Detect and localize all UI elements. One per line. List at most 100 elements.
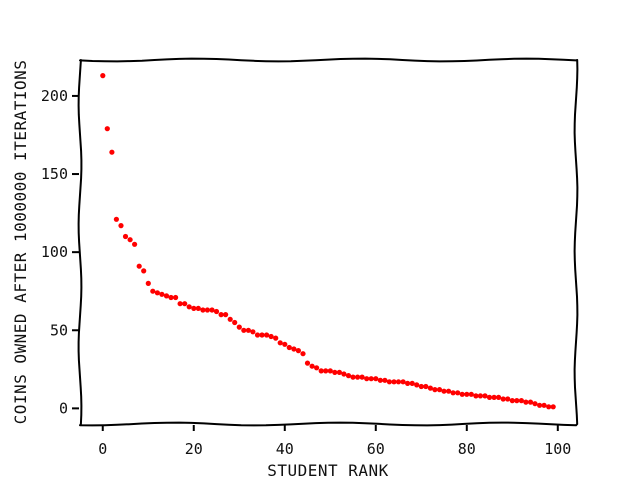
data-point: [400, 379, 406, 385]
data-point: [236, 324, 242, 330]
y-tick-label: 200: [41, 87, 68, 105]
data-point: [423, 383, 429, 390]
data-point: [514, 398, 520, 404]
data-point: [432, 387, 438, 393]
data-point: [259, 332, 265, 338]
data-point: [327, 368, 333, 374]
data-point: [441, 388, 447, 394]
data-point: [505, 396, 511, 402]
data-point: [523, 399, 529, 405]
data-point: [191, 305, 197, 311]
data-point: [200, 307, 206, 313]
y-tick-label: 150: [41, 165, 68, 183]
data-point: [245, 327, 251, 333]
data-point: [427, 385, 433, 391]
data-point: [213, 308, 220, 315]
data-point: [409, 380, 415, 386]
data-point: [477, 393, 483, 399]
x-tick-label: 20: [185, 440, 203, 458]
plot-frame: [77, 57, 579, 427]
data-point: [345, 373, 352, 379]
data-point: [550, 404, 556, 410]
data-point: [395, 379, 402, 385]
data-point: [509, 398, 515, 404]
data-point: [177, 301, 183, 307]
data-point: [223, 312, 229, 318]
data-point: [541, 402, 547, 408]
data-point: [150, 288, 156, 294]
data-point: [323, 368, 329, 374]
data-point: [254, 332, 261, 338]
data-point: [359, 374, 365, 380]
data-point: [277, 340, 283, 346]
data-point: [227, 316, 233, 322]
data-point: [154, 290, 160, 296]
data-point: [455, 390, 461, 396]
data-point: [113, 216, 119, 222]
data-point: [168, 294, 174, 301]
data-point: [186, 304, 192, 310]
data-point: [450, 390, 456, 396]
data-point: [163, 293, 170, 299]
data-point: [304, 360, 311, 366]
data-point: [295, 348, 301, 354]
data-point: [109, 149, 115, 155]
data-point: [336, 369, 342, 375]
y-tick-label: 50: [50, 321, 68, 339]
y-axis-label: COINS OWNED AFTER 1000000 ITERATIONS: [11, 60, 30, 425]
y-tick-label: 0: [59, 399, 68, 417]
data-point: [373, 376, 379, 382]
data-point: [268, 333, 274, 340]
data-point: [377, 377, 383, 383]
data-point: [500, 396, 506, 402]
data-point: [459, 391, 465, 397]
data-point: [145, 280, 151, 286]
data-point: [482, 393, 488, 399]
y-axis-ticks: 0 50 100 150 200: [41, 87, 79, 417]
data-point: [496, 394, 502, 400]
x-tick-label: 0: [98, 440, 107, 458]
data-point: [464, 391, 470, 397]
data-point: [173, 294, 179, 301]
data-point: [159, 291, 165, 297]
data-point: [473, 393, 479, 399]
data-point: [309, 363, 315, 369]
x-tick-label: 80: [458, 440, 476, 458]
data-point: [204, 307, 210, 313]
data-point: [532, 401, 538, 407]
x-tick-label: 60: [367, 440, 385, 458]
data-point: [446, 388, 452, 394]
data-point: [468, 391, 474, 397]
data-point: [382, 377, 388, 383]
data-point: [282, 341, 288, 347]
data-point: [118, 223, 124, 229]
data-point: [436, 387, 443, 393]
data-point: [518, 398, 525, 404]
data-point: [414, 382, 420, 388]
data-point: [546, 404, 552, 410]
data-point: [314, 365, 320, 371]
data-point: [182, 301, 188, 307]
data-point: [537, 402, 543, 408]
data-point: [218, 312, 224, 318]
data-point: [232, 319, 238, 326]
data-point: [355, 374, 361, 380]
data-point: [486, 394, 493, 400]
data-point: [332, 369, 338, 375]
data-point: [132, 241, 138, 247]
data-point: [209, 307, 215, 313]
data-point: [250, 329, 256, 335]
data-point: [136, 263, 142, 269]
data-points: [100, 73, 556, 410]
data-point: [527, 399, 534, 405]
data-point: [141, 268, 147, 274]
data-point: [122, 233, 129, 240]
data-point: [300, 351, 306, 357]
data-point: [405, 380, 411, 386]
data-point: [264, 332, 270, 338]
data-point: [291, 346, 297, 352]
data-point: [127, 237, 133, 243]
data-point: [364, 376, 370, 382]
data-point: [391, 379, 397, 385]
